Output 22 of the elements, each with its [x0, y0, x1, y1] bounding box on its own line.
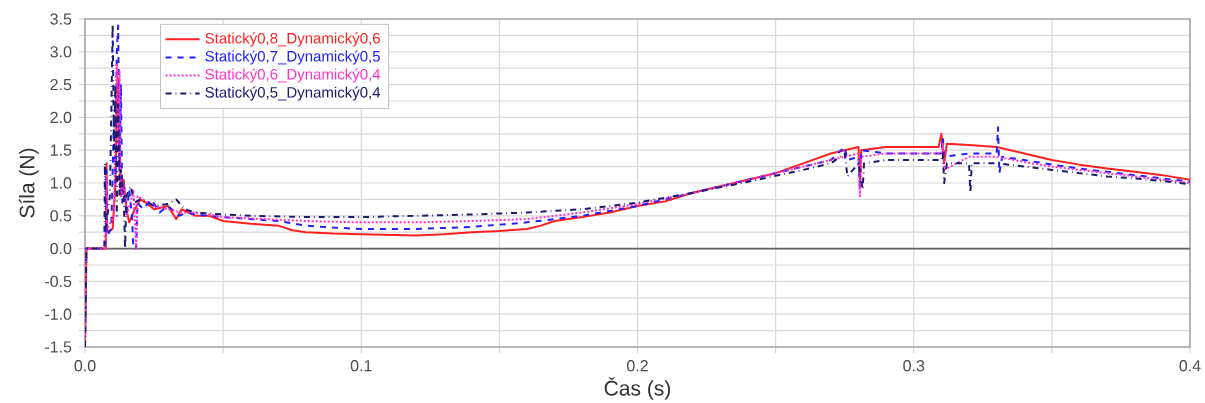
y-axis-title: Síla (N) — [18, 148, 39, 218]
y-tick-label: 3.5 — [50, 13, 72, 25]
legend-label: Statický0,8_Dynamický0,6 — [205, 32, 380, 47]
y-tick-label: 1.0 — [50, 177, 72, 189]
x-tick-label: 0.0 — [74, 360, 96, 372]
x-tick-label: 0.4 — [1179, 360, 1201, 372]
x-axis-title: Čas (s) — [604, 377, 670, 400]
y-tick-label: -1.0 — [45, 308, 72, 320]
y-tick-label: 3.0 — [50, 46, 72, 58]
y-tick-label: 2.5 — [50, 78, 72, 91]
y-tick-label: 2.0 — [50, 111, 72, 124]
legend-label: Statický0,6_Dynamický0,4 — [205, 68, 381, 83]
y-tick-label: -1.5 — [45, 341, 72, 353]
x-tick-label: 0.2 — [627, 360, 648, 372]
x-tick-label: 0.3 — [903, 360, 925, 372]
legend-label: Statický0,7_Dynamický0,5 — [205, 50, 380, 65]
y-tick-label: 0.0 — [50, 242, 72, 255]
y-tick-label: 0.5 — [50, 210, 72, 222]
y-tick-label: 1.5 — [50, 144, 72, 156]
y-tick-label: -0.5 — [45, 275, 72, 288]
legend-label: Statický0,5_Dynamický0,4 — [205, 86, 381, 101]
x-tick-label: 0.1 — [350, 360, 372, 372]
